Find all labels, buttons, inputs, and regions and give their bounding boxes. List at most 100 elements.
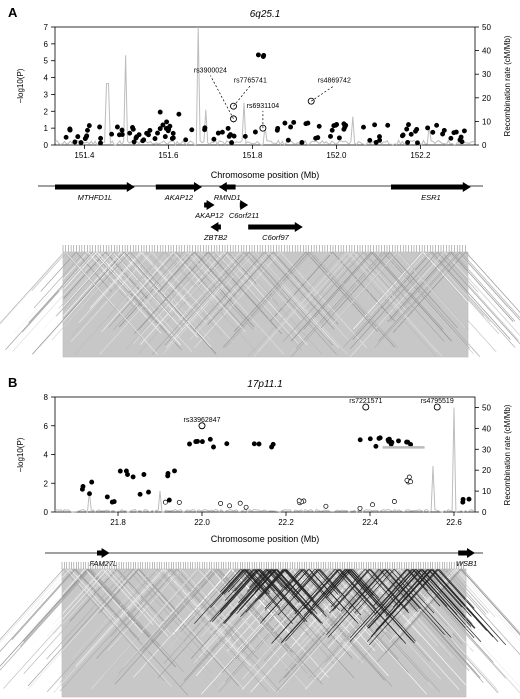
- ld-line: [69, 568, 116, 620]
- snp-point: [458, 134, 464, 140]
- x-tick-label: 22.4: [362, 518, 378, 527]
- snp-point: [270, 441, 276, 447]
- ld-line: [421, 251, 464, 299]
- ld-line: [278, 568, 364, 664]
- gene-arrow: [458, 548, 475, 558]
- ld-line: [346, 568, 431, 662]
- ld-line-strong: [277, 568, 320, 616]
- y-tick-label: 2: [44, 107, 49, 116]
- ld-line: [0, 568, 88, 667]
- ld-line: [66, 251, 102, 292]
- ld-line-strong: [430, 568, 487, 631]
- y-tick-label-right: 0: [482, 508, 487, 517]
- ld-line-strong: [325, 568, 353, 599]
- ld-background: [62, 569, 466, 697]
- snp-point: [111, 499, 117, 505]
- ld-line: [316, 251, 407, 353]
- snp-point: [328, 133, 333, 139]
- ld-line-strong: [239, 568, 277, 611]
- ld-line: [341, 568, 441, 680]
- ld-line: [352, 251, 407, 311]
- ld-line: [107, 568, 169, 637]
- ld-line-strong: [194, 568, 244, 624]
- y-tick-label-right: 50: [482, 403, 491, 412]
- ld-line: [87, 251, 162, 334]
- ld-line: [289, 251, 383, 355]
- snp-point: [285, 137, 291, 143]
- ld-line: [70, 251, 153, 342]
- ld-line-strong: [332, 568, 371, 612]
- snp-point: [218, 500, 224, 506]
- x-tick-label: 21.8: [110, 518, 126, 527]
- ld-line: [110, 568, 172, 638]
- ld-line: [342, 251, 430, 348]
- ld-line: [58, 251, 110, 309]
- ld-line: [437, 251, 520, 345]
- ld-line-strong: [428, 568, 472, 617]
- ld-line: [100, 568, 140, 612]
- snp-point: [370, 502, 375, 508]
- ld-line: [374, 251, 462, 348]
- ld-line: [426, 251, 491, 323]
- panel-a-y-axis-left: 0 1 2 3 4 5 6 7: [44, 23, 55, 150]
- ld-line: [169, 568, 281, 692]
- snp-point: [211, 136, 217, 142]
- snp-point: [453, 129, 459, 135]
- ld-line: [193, 251, 231, 293]
- ld-line: [284, 251, 329, 300]
- ld-line: [52, 568, 104, 625]
- ld-line: [300, 568, 376, 652]
- ld-line: [63, 251, 106, 299]
- ld-line: [133, 568, 239, 687]
- x-tick-label: 151.4: [74, 151, 95, 160]
- snp-point: [252, 129, 258, 135]
- ld-line: [268, 251, 349, 341]
- ld-line: [70, 568, 154, 660]
- panel-b-ylabel-left: −log10(P): [16, 437, 25, 472]
- ld-line: [0, 568, 92, 671]
- ld-line: [220, 251, 275, 311]
- ld-line-strong: [369, 568, 409, 612]
- ld-line: [134, 251, 209, 335]
- ld-line: [194, 251, 265, 330]
- ld-line: [140, 251, 192, 309]
- ld-line-strong: [368, 568, 410, 614]
- snp-point: [316, 123, 322, 129]
- ld-line: [117, 568, 213, 675]
- ld-line: [155, 568, 197, 614]
- gene-arrow: [55, 182, 135, 192]
- snp-point: [195, 438, 200, 444]
- ld-line-strong: [257, 568, 297, 612]
- snp-point: [162, 499, 168, 505]
- ld-line: [452, 251, 516, 322]
- ld-line: [314, 251, 360, 302]
- ld-line-strong: [340, 568, 380, 612]
- ld-line: [358, 251, 395, 292]
- ld-line: [346, 251, 438, 353]
- ld-line-strong: [329, 568, 370, 614]
- ld-line-strong: [219, 568, 242, 593]
- ld-line: [300, 251, 354, 311]
- ld-line: [261, 568, 324, 638]
- snp-point: [119, 127, 125, 133]
- snp-point: [98, 140, 103, 146]
- ld-line: [93, 251, 182, 351]
- ld-line-strong: [368, 568, 438, 646]
- panel-a-xlabel: Chromosome position (Mb): [211, 170, 320, 180]
- ld-line: [84, 251, 136, 309]
- ld-line-strong: [389, 568, 452, 638]
- ld-line: [462, 568, 520, 634]
- ld-line: [183, 251, 254, 330]
- panel-b-snp-annotations: rs33962847 rs7221571 rs4795519: [184, 398, 454, 430]
- ld-line: [229, 251, 273, 299]
- snp-point: [172, 468, 177, 474]
- ld-line-strong: [268, 568, 300, 603]
- ld-line-strong: [330, 568, 366, 608]
- snp-point: [251, 441, 257, 447]
- ld-line: [157, 251, 195, 293]
- gene-label: AKAP12: [164, 193, 194, 202]
- ld-line-strong: [385, 568, 445, 635]
- panel-b-x-axis: 21.8 22.0 22.2 22.4 22.6: [110, 512, 462, 527]
- ld-line: [223, 251, 308, 346]
